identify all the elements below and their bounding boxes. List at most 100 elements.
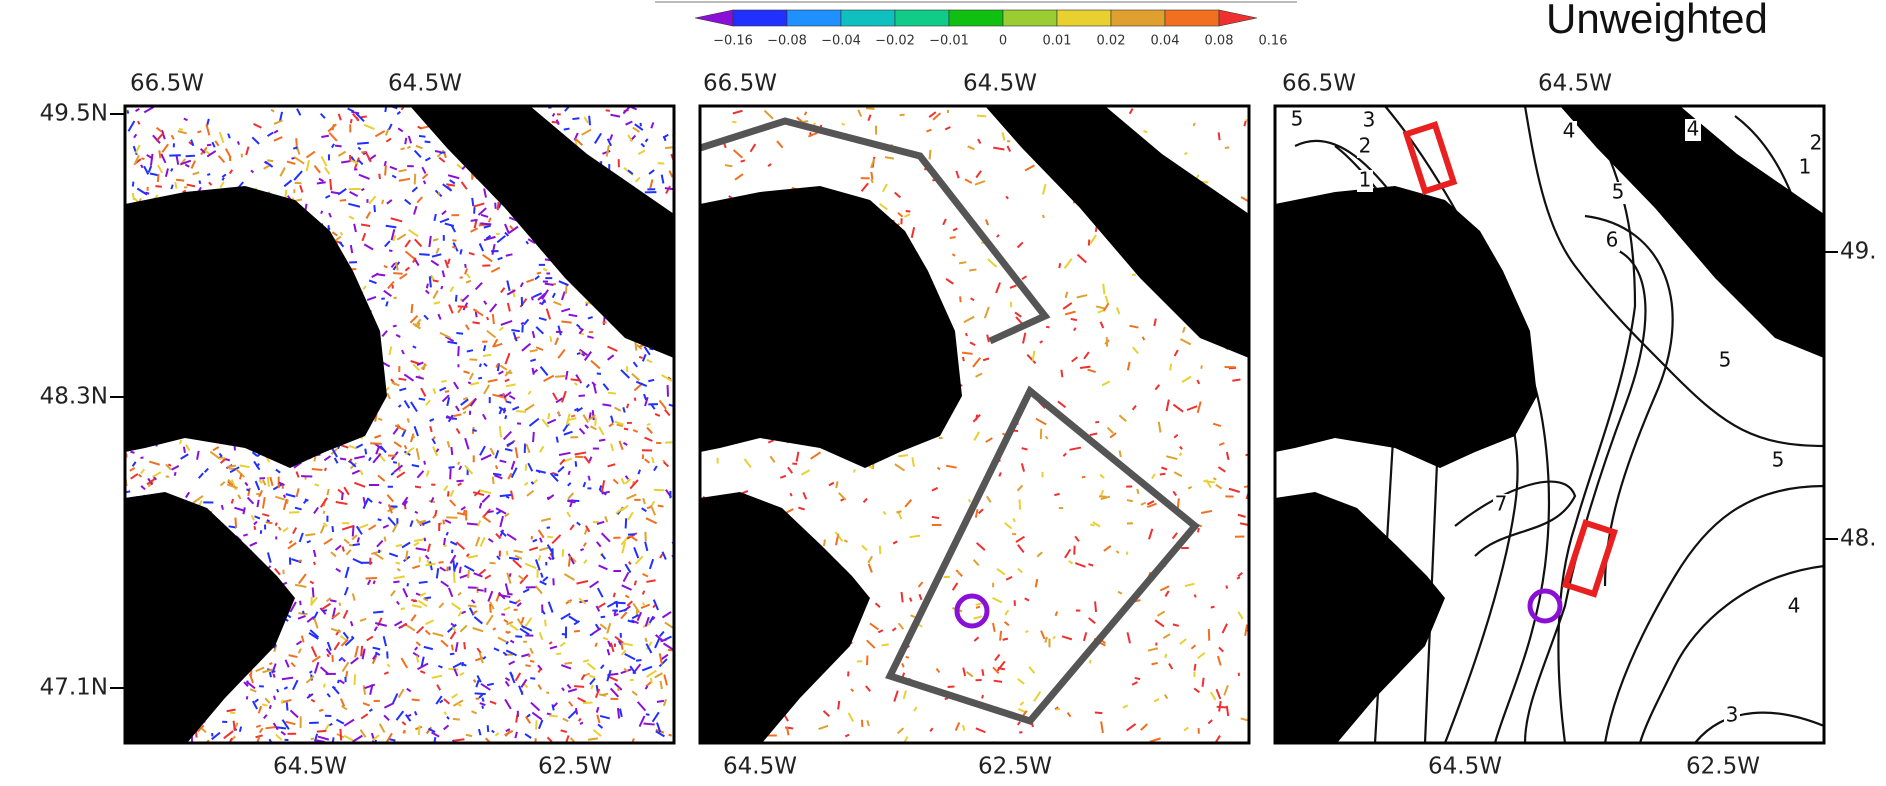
lon-label: 64.5W (963, 71, 1037, 97)
field-streak (234, 721, 235, 731)
field-streak (171, 185, 172, 189)
lat-label: 49.5N (40, 101, 108, 127)
field-streak (467, 350, 473, 351)
lat-label: 49. (1840, 239, 1877, 265)
field-streak (464, 642, 465, 649)
field-streak (591, 685, 592, 689)
field-streak (141, 165, 142, 168)
field-streak (179, 129, 183, 130)
field-streak (533, 432, 534, 442)
field-streak (1090, 660, 1091, 664)
field-streak (441, 381, 446, 382)
field-streak (405, 138, 406, 144)
field-streak (595, 417, 596, 425)
field-streak (340, 458, 346, 459)
contour-label: 5 (1719, 348, 1732, 372)
field-streak (576, 461, 577, 467)
field-streak (448, 669, 458, 670)
field-streak (568, 601, 571, 602)
field-streak (466, 735, 472, 736)
lon-label: 64.5W (388, 71, 462, 97)
field-streak (262, 704, 268, 705)
contour-label: 1 (1799, 155, 1812, 179)
field-streak (393, 273, 402, 274)
field-streak (1226, 585, 1227, 588)
contour-label: 5 (1291, 107, 1304, 131)
field-streak (546, 692, 549, 693)
field-streak (325, 468, 326, 471)
field-streak (398, 424, 399, 428)
field-streak (635, 398, 636, 401)
field-streak (571, 379, 581, 380)
lon-label: 64.5W (273, 754, 347, 780)
field-streak (361, 116, 367, 117)
field-streak (419, 136, 425, 137)
field-streak (379, 174, 380, 179)
field-streak (549, 716, 558, 717)
field-streak (982, 695, 983, 698)
field-streak (458, 462, 460, 465)
field-streak (327, 489, 328, 495)
field-streak (433, 239, 438, 240)
field-streak (589, 116, 590, 125)
field-streak (357, 143, 369, 144)
field-streak (1195, 594, 1196, 597)
field-streak (401, 608, 405, 609)
colorbar-label: −0.01 (929, 34, 969, 49)
lon-label: 62.5W (1686, 754, 1760, 780)
field-streak (854, 469, 855, 472)
field-streak (593, 410, 594, 420)
field-streak (1152, 663, 1158, 664)
field-streak (393, 462, 397, 463)
field-streak (1082, 477, 1085, 478)
field-streak (950, 237, 956, 238)
field-streak (626, 518, 627, 528)
field-streak (1170, 364, 1171, 371)
field-streak (458, 306, 468, 307)
field-streak (448, 491, 449, 496)
field-streak (311, 738, 314, 739)
field-streak (589, 476, 590, 481)
field-streak (232, 499, 233, 503)
field-streak (569, 556, 570, 566)
field-streak (601, 617, 605, 618)
field-streak (385, 165, 386, 175)
field-streak (1165, 654, 1166, 658)
field-streak (1237, 577, 1240, 578)
field-streak (440, 152, 446, 153)
field-streak (407, 147, 410, 149)
field-streak (1143, 337, 1144, 340)
field-streak (446, 532, 448, 535)
field-streak (412, 699, 420, 700)
field-streak (550, 336, 551, 342)
field-streak (298, 560, 301, 561)
field-streak (563, 549, 564, 557)
field-streak (1056, 709, 1060, 710)
field-streak (614, 593, 615, 597)
field-streak (389, 250, 392, 251)
lon-label: 64.5W (1538, 71, 1612, 97)
field-streak (741, 160, 745, 161)
field-streak (493, 314, 494, 324)
colorbar-box (949, 10, 1003, 26)
field-streak (456, 333, 463, 334)
contour-label: 7 (1495, 492, 1508, 516)
field-streak (647, 507, 651, 508)
field-streak (240, 727, 241, 732)
field-streak (493, 628, 496, 630)
field-streak (394, 298, 397, 299)
field-streak (1061, 370, 1062, 378)
field-streak (998, 668, 1005, 669)
field-streak (493, 477, 494, 484)
field-streak (171, 168, 172, 171)
field-streak (158, 174, 159, 182)
field-streak (1203, 481, 1214, 482)
lon-label: 66.5W (130, 71, 204, 97)
lon-label: 66.5W (1282, 71, 1356, 97)
field-streak (456, 295, 457, 302)
field-streak (561, 322, 571, 323)
field-streak (579, 395, 585, 396)
field-streak (351, 119, 352, 123)
field-streak (556, 654, 561, 655)
field-streak (552, 704, 553, 710)
